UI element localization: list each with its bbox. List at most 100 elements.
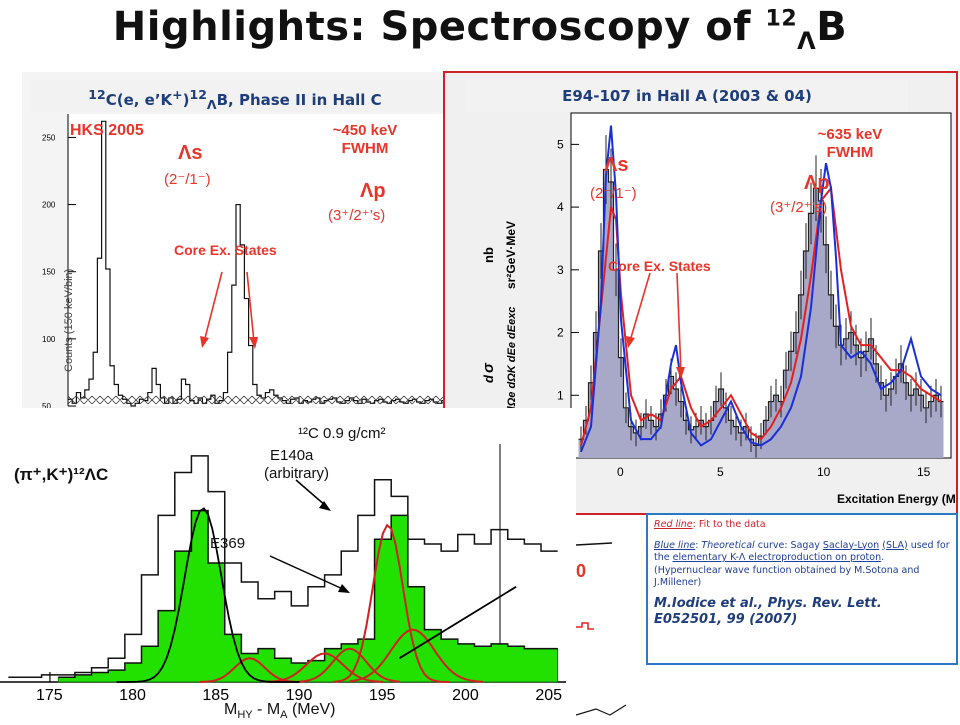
hallc-resolution: ~450 keV FWHM — [320, 122, 410, 158]
hallc-lambda-p: Λp — [360, 180, 386, 202]
kpi-x-tick-label: 185 — [202, 687, 229, 704]
hallc-y-tick-label: 50 — [42, 402, 51, 411]
kpi-target-label: ¹²C 0.9 g/cm² — [298, 425, 386, 442]
halla-core-arrow-2 — [676, 272, 682, 374]
title-element: B — [816, 4, 848, 50]
halla-panel: 0 5 10 15 1 2 3 4 5 Excitation Energy (MeV) d σ … — [443, 71, 960, 515]
hallc-header-text-b: ) — [182, 91, 190, 109]
kpi-xlabel-unit: (MeV) — [288, 701, 336, 718]
hallc-core-arrowhead-2 — [249, 337, 258, 349]
halla-theory-blue-line — [580, 125, 942, 453]
kpi-e369-arrow — [269, 555, 346, 591]
kpi-e140a-histogram — [8, 455, 558, 678]
hallc-lambda-s: Λs — [178, 142, 203, 164]
ref-citation: M.Iodice et al., Phys. Rev. Lett. E052501… — [648, 590, 956, 628]
kpi-x-tick-label: 175 — [36, 687, 63, 704]
kpi-x-tick-label: 180 — [119, 687, 146, 704]
ref-blue-t4: . (Hypernuclear wave function obtained b… — [654, 552, 920, 588]
title-mass-number: 12 — [765, 6, 798, 32]
halla-chart: 0 5 10 15 1 2 3 4 5 Excitation Energy (MeV) d σ … — [445, 73, 960, 513]
halla-x-tick-label: 10 — [817, 465, 831, 479]
halla-y-axis-label: d σ nb sr²GeV·MeV dΩe dΩK dEe dEexc — [480, 221, 518, 413]
halla-y-tick-label: 2 — [557, 326, 564, 340]
halla-lambda-s: Λs — [604, 154, 629, 176]
kpi-panel: 175 180 185 190 195 200 205 ¹²C 0.9 g/cm² E140… — [0, 408, 576, 721]
hallc-core-arrow-2 — [246, 271, 255, 343]
kpi-x-tick-label: 200 — [452, 687, 479, 704]
kpi-e140a-arrowhead — [319, 501, 331, 511]
halla-x-tick-label: 0 — [617, 465, 624, 479]
halla-y-tick-label: 3 — [557, 263, 564, 277]
fragment-line — [575, 542, 613, 546]
hks-label: HKS 2005 — [70, 122, 144, 139]
fragment-black-curve — [575, 704, 627, 716]
halla-y-label-unit-1: nb — [481, 247, 496, 263]
ref-blue-theoretical: Theoretical — [701, 539, 755, 551]
hallc-y-tick-label: 150 — [42, 268, 56, 277]
ref-link-saclay-lyon[interactable]: Saclay-Lyon — [822, 539, 880, 551]
kpi-x-tick-label: 205 — [535, 687, 562, 704]
ref-link-elementary[interactable]: elementary K-Λ electroproduction on prot… — [672, 552, 882, 563]
hallc-header: 12C(e, e’K+)12ΛB, Phase II in Hall C — [30, 80, 440, 112]
ref-red-key: Red line — [654, 519, 693, 530]
halla-lambda-p: Λp — [804, 172, 830, 194]
bottom-strip: 0 — [575, 515, 646, 720]
halla-y-label-formula: d — [481, 374, 496, 383]
hallc-y-tick-label: 100 — [42, 335, 56, 344]
hallc-header-lambda: Λ — [206, 97, 217, 112]
hallc-core-arrow-1 — [203, 271, 223, 343]
slide-title: Highlights: Spectroscopy of 12ΛB — [0, 4, 960, 55]
kpi-e140a-arrow — [295, 479, 327, 507]
halla-x-tick-label: 5 — [717, 465, 724, 479]
halla-y-label-unit-2: sr²GeV·MeV — [504, 221, 518, 289]
halla-resolution-line1: ~635 keV — [817, 126, 883, 143]
halla-core-label: Core Ex. States — [608, 258, 711, 274]
kpi-reaction-label: (π⁺,K⁺)¹²ΛC — [14, 465, 108, 484]
kpi-chart: 175 180 185 190 195 200 205 ¹²C 0.9 g/cm² E140… — [0, 408, 576, 721]
ref-blue-t3: used for the — [654, 539, 950, 564]
hallc-chart: 50 100 150 200 250 Counts (150 keV/bin) — [42, 114, 453, 411]
hallc-core-arrowhead-1 — [200, 336, 209, 348]
kpi-x-tick-label: 190 — [286, 687, 313, 704]
hallc-plot-area — [68, 114, 446, 406]
halla-data-shading — [578, 169, 944, 459]
ref-blue-t2: curve: Sagay — [754, 539, 823, 551]
hallc-header-plus: + — [172, 87, 183, 102]
ref-red-line: Red line: Fit to the data — [648, 515, 956, 532]
hallc-core-label: Core Ex. States — [174, 242, 277, 258]
kpi-x-axis-label: MHY - MA (MeV) — [224, 701, 336, 720]
kpi-e369-arrowhead — [338, 584, 350, 593]
hallc-resolution-line2: FWHM — [341, 140, 389, 157]
kpi-red-fit-curves — [199, 523, 483, 683]
ref-link-sla[interactable]: (SLA) — [882, 539, 908, 551]
ref-blue-line: Blue line: Theoretical curve: Sagay Sacl… — [648, 532, 956, 590]
kpi-e369-label: E369 — [210, 535, 245, 552]
ref-red-text: : Fit to the data — [692, 519, 766, 530]
ref-blue-t1: : — [695, 539, 702, 551]
fragment-red-curve — [576, 622, 594, 630]
bottom-strip-fragment: 0 — [575, 542, 627, 716]
hallc-background-hatch — [67, 395, 453, 405]
halla-y-tick-label: 4 — [557, 200, 564, 214]
halla-y-label-formula-lower: dΩe dΩK dEe dEexc — [506, 307, 518, 413]
halla-header: E94-107 in Hall A (2003 & 04) — [466, 80, 908, 112]
title-text: Highlights: Spectroscopy of — [112, 4, 766, 50]
hallc-lambda-p-jp: (3⁺/2⁺’s) — [328, 207, 386, 224]
hallc-resolution-line1: ~450 keV — [332, 122, 398, 139]
halla-y-tick-label: 1 — [557, 388, 564, 402]
halla-x-axis-label: Excitation Energy (MeV) — [837, 492, 956, 506]
kpi-black-fit-curve — [116, 507, 517, 683]
halla-y-tick-label: 5 — [557, 137, 564, 151]
hallc-y-tick-label: 200 — [42, 201, 56, 210]
kpi-e140a-label: E140a — [270, 447, 314, 464]
hallc-histogram — [68, 120, 446, 407]
hallc-y-tick-label: 250 — [42, 133, 56, 142]
halla-fit-red-line — [580, 185, 942, 446]
ref-citation-line2: E052501, 99 (2007) — [654, 611, 798, 627]
hallc-lambda-s-jp: (2⁻/1⁻) — [164, 171, 211, 188]
kpi-xlabel-m: M — [224, 701, 237, 718]
kpi-e140a-sublabel: (arbitrary) — [264, 465, 329, 482]
title-lambda: Λ — [797, 27, 817, 55]
hallc-header-sup2: 12 — [189, 87, 207, 102]
halla-core-arrowhead-2 — [676, 367, 685, 379]
